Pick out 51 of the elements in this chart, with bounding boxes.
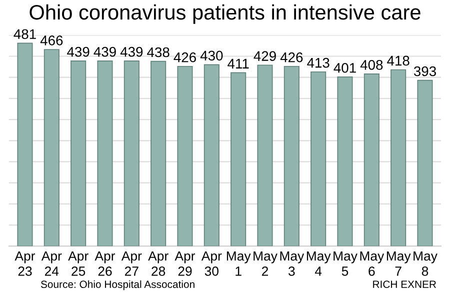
bar [230,72,246,246]
x-tick-label: Apr 29 [174,251,196,276]
bar [257,64,273,246]
x-tick-label: Apr 30 [201,251,222,276]
x-tick-label: May 5 [334,251,358,276]
bar [364,74,380,246]
data-label: 430 [200,50,223,61]
bar [204,64,220,246]
data-label: 401 [334,62,356,73]
x-tick-label: Apr 26 [94,251,116,276]
x-tick-label: Apr 24 [41,251,62,276]
bar [70,60,86,246]
bar [417,80,433,246]
data-label: 413 [307,58,330,68]
x-tick-label: May 8 [414,251,438,276]
chart-title: Ohio coronavirus patients in intensive care [30,4,420,24]
data-label: 439 [67,46,90,57]
data-label: 418 [387,56,410,66]
x-tick-label: Apr 28 [148,251,168,276]
x-tick-label: Apr 25 [68,251,88,276]
data-label: 411 [228,58,249,68]
x-tick-label: May 3 [280,251,304,276]
text: RICH EXNER [373,280,436,288]
source-note: Source: Ohio Hospital Assocation [40,280,194,290]
bar [17,42,33,246]
bar [390,69,406,246]
data-label: 429 [254,51,276,61]
data-label: 408 [360,60,383,70]
x-tick-label: May 4 [306,251,331,276]
data-label: 439 [94,46,116,57]
bar [177,66,193,246]
x-tick-label: Apr 27 [121,251,142,276]
bar [284,66,300,246]
data-label: 426 [174,52,196,62]
x-tick-label: May 7 [386,251,411,276]
data-label: 439 [120,46,143,57]
bar [310,71,326,246]
data-label: 466 [40,36,63,46]
data-label: 393 [414,66,436,76]
x-tick-label: May 2 [254,251,278,276]
x-tick-label: May 6 [360,251,384,276]
data-label: 426 [280,52,303,62]
bar [97,60,113,246]
data-label: 481 [14,29,36,40]
x-tick-label: Apr 23 [14,251,36,276]
bar [150,60,166,246]
data-label: 438 [147,47,170,58]
bar [124,60,140,246]
x-tick-label: May 1 [226,251,251,276]
bar [44,49,60,246]
bar [337,76,353,246]
